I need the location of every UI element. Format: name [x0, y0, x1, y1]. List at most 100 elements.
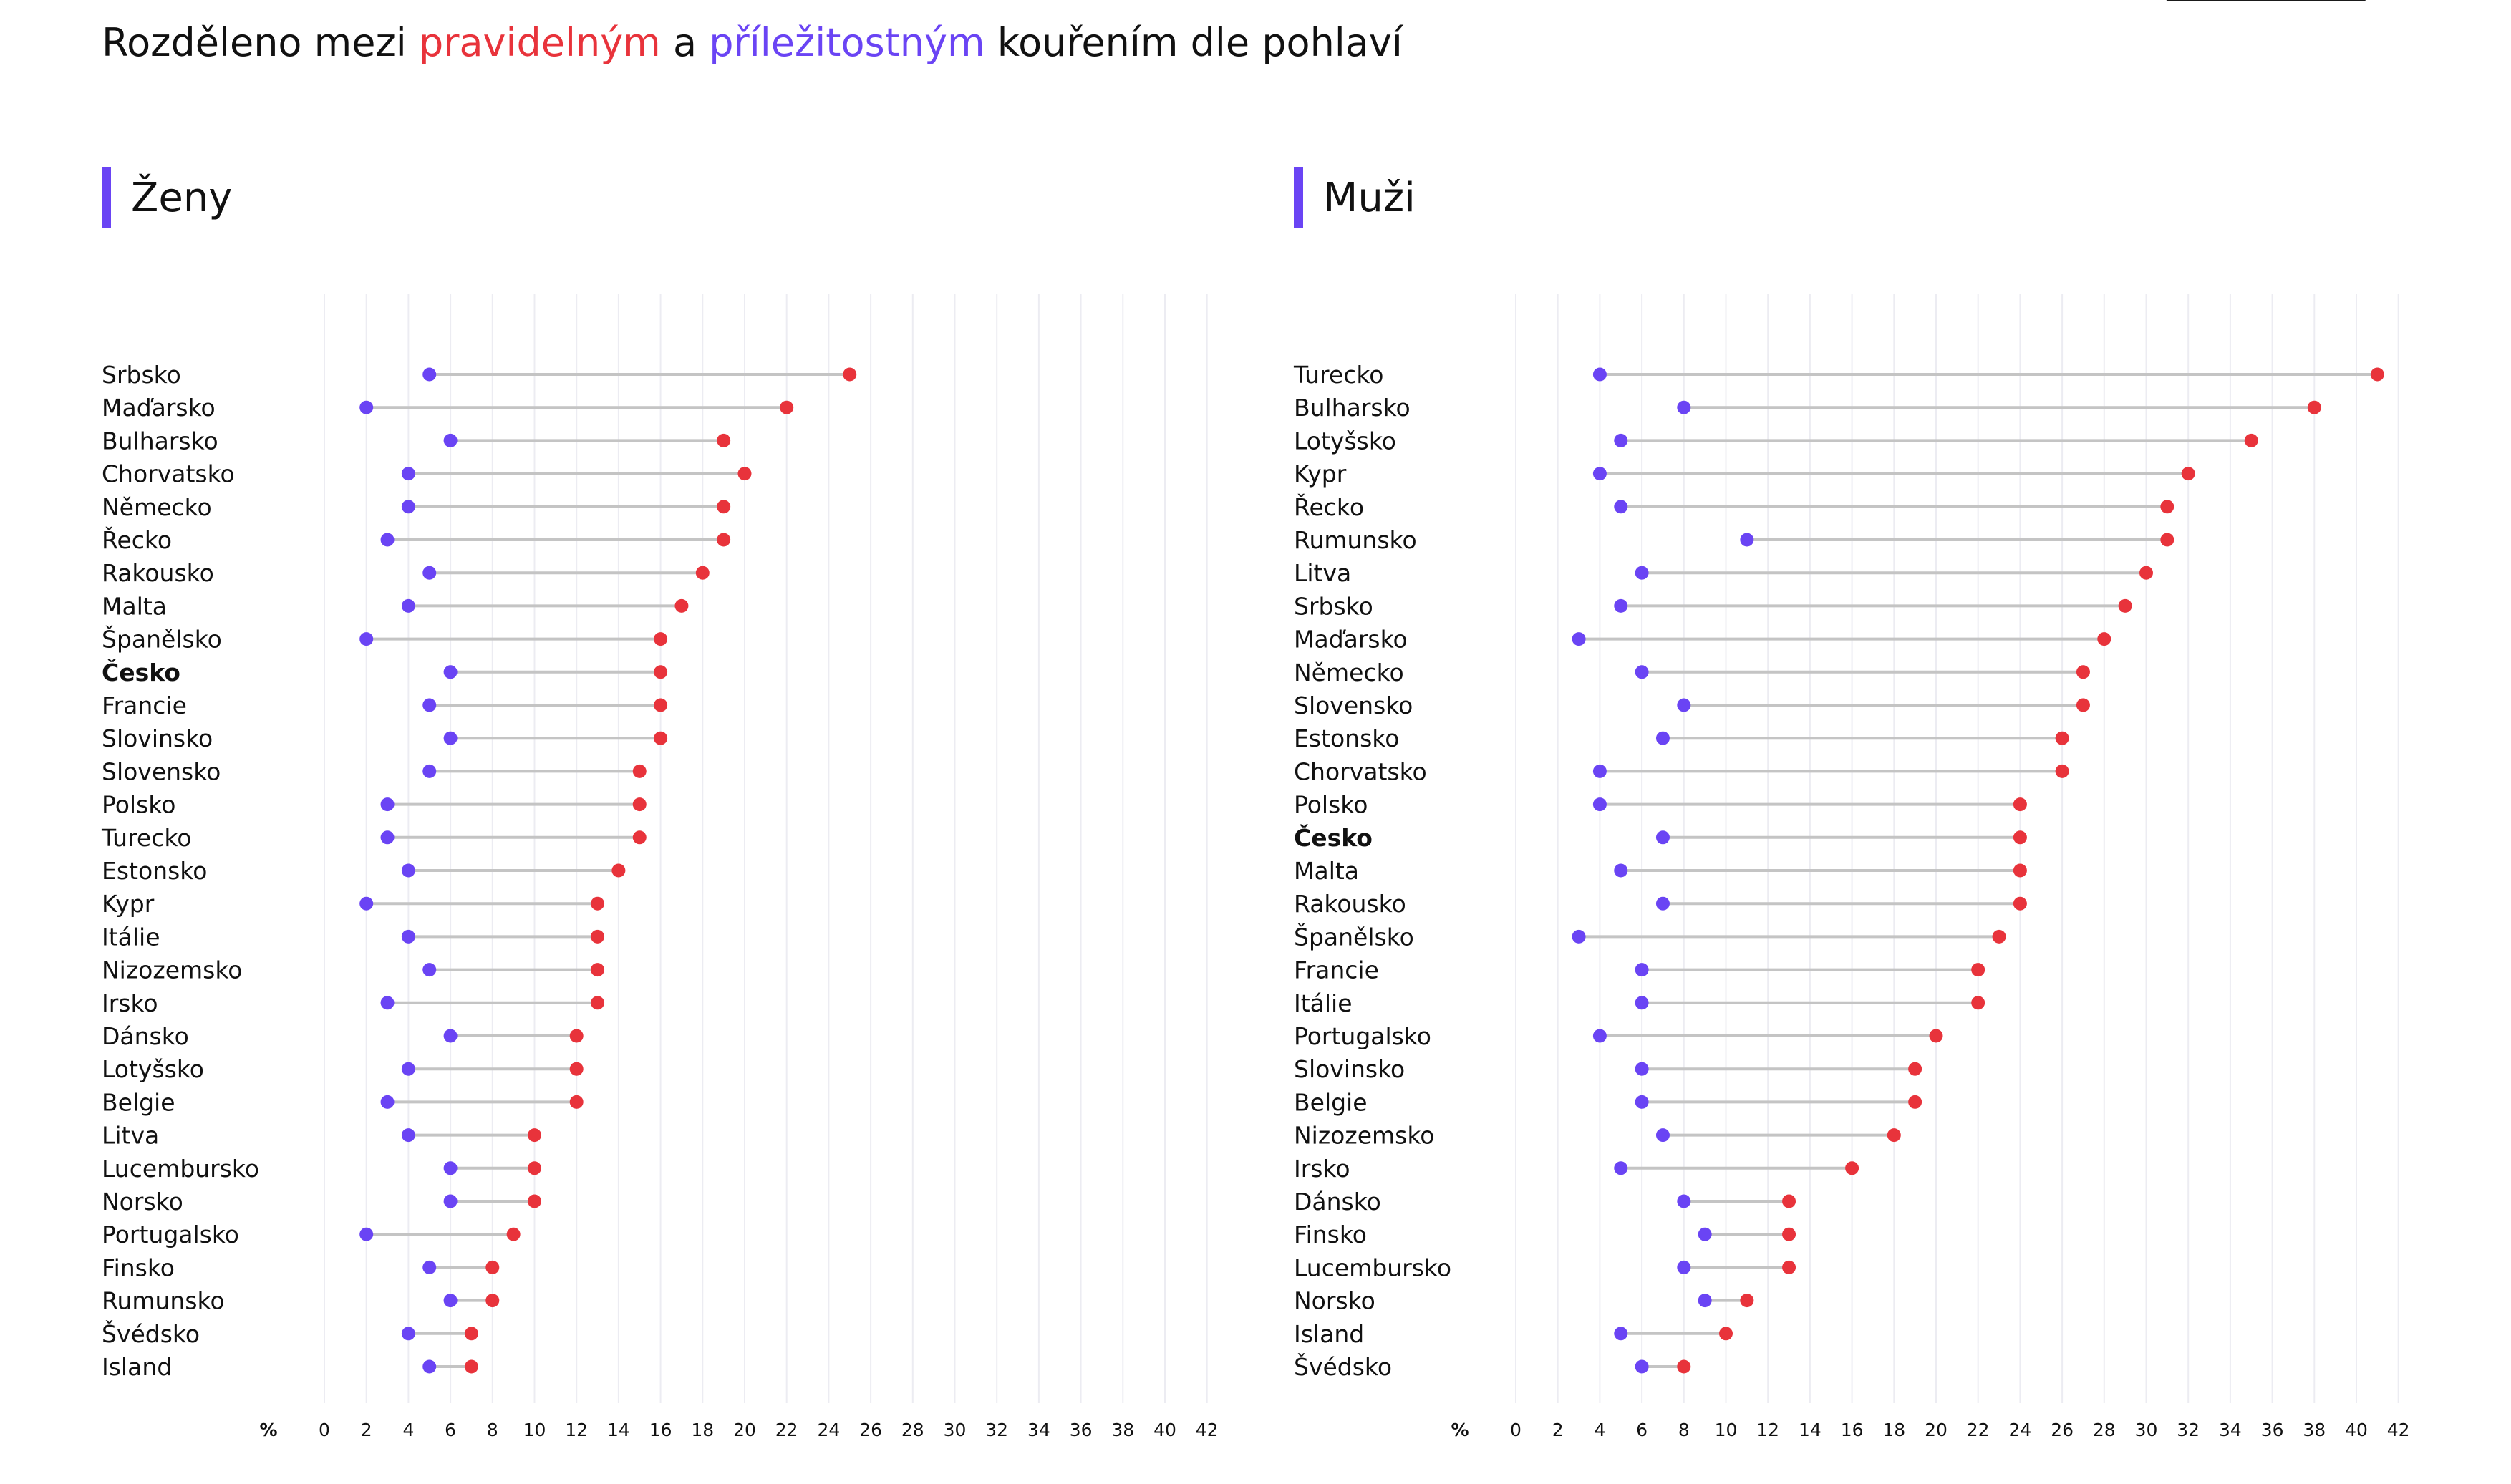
regular-point — [2055, 764, 2069, 778]
country-label: Bulharsko — [102, 427, 218, 455]
country-label: Kypr — [1294, 460, 1347, 488]
x-tick-label: 8 — [1678, 1420, 1690, 1440]
occasional-point — [1635, 963, 1649, 977]
occasional-point — [359, 400, 374, 414]
occasional-point — [422, 1260, 437, 1274]
country-label: Slovensko — [1294, 692, 1413, 719]
x-tick-label: 14 — [1799, 1420, 1821, 1440]
country-label: Německo — [1294, 659, 1404, 687]
country-label: Lotyšsko — [1294, 427, 1396, 455]
occasional-point — [1614, 433, 1628, 447]
regular-point — [843, 367, 857, 382]
regular-point — [1908, 1095, 1922, 1109]
regular-point — [654, 632, 668, 646]
regular-point — [695, 566, 710, 580]
occasional-point — [1614, 598, 1628, 613]
country-label: Dánsko — [102, 1022, 189, 1050]
regular-point — [569, 1095, 584, 1109]
occasional-point — [359, 1227, 374, 1241]
country-label: Chorvatsko — [102, 460, 235, 488]
regular-point — [717, 433, 731, 447]
x-tick-label: 28 — [2093, 1420, 2116, 1440]
regular-point — [1677, 1359, 1691, 1374]
panel-title-women: Ženy — [131, 174, 233, 221]
country-label: Norsko — [1294, 1287, 1375, 1315]
regular-point — [2097, 632, 2111, 646]
country-label: Německo — [102, 493, 212, 521]
regular-point — [569, 1062, 584, 1076]
regular-point — [737, 467, 752, 481]
country-label: Polsko — [1294, 791, 1368, 819]
occasional-point — [1655, 731, 1670, 745]
country-label: Řecko — [102, 525, 172, 554]
occasional-point — [401, 467, 415, 481]
subtitle-occasional-word: příležitostným — [709, 20, 985, 65]
top-button[interactable] — [2162, 0, 2370, 1]
regular-point — [654, 731, 668, 745]
occasional-point — [401, 1128, 415, 1143]
country-label: Lucembursko — [1294, 1253, 1451, 1281]
occasional-point — [1698, 1227, 1712, 1241]
regular-point — [2160, 533, 2174, 547]
country-label: Srbsko — [1294, 592, 1373, 620]
occasional-point — [1655, 896, 1670, 911]
occasional-point — [1635, 1062, 1649, 1076]
regular-point — [2307, 400, 2321, 414]
country-label: Francie — [102, 692, 187, 719]
regular-point — [2055, 731, 2069, 745]
x-tick-label: 18 — [1882, 1420, 1905, 1440]
occasional-point — [380, 1095, 395, 1109]
x-tick-label: 26 — [859, 1420, 882, 1440]
country-label: Švédsko — [102, 1319, 200, 1348]
subtitle-suffix: kouřením dle pohlaví — [984, 20, 1403, 65]
x-tick-label: 10 — [523, 1420, 546, 1440]
regular-point — [1887, 1128, 1901, 1143]
x-tick-label: 40 — [1153, 1420, 1176, 1440]
regular-point — [591, 896, 605, 911]
regular-point — [611, 863, 626, 878]
x-tick-label: 32 — [2177, 1420, 2200, 1440]
country-label: Portugalsko — [1294, 1022, 1431, 1050]
regular-point — [632, 830, 647, 845]
occasional-point — [1655, 1128, 1670, 1143]
regular-point — [1971, 996, 1985, 1010]
regular-point — [2076, 665, 2090, 679]
occasional-point — [1635, 665, 1649, 679]
regular-point — [591, 996, 605, 1010]
regular-point — [591, 963, 605, 977]
regular-point — [1971, 963, 1985, 977]
country-label: Itálie — [102, 923, 160, 951]
country-label: Belgie — [102, 1088, 175, 1116]
regular-point — [569, 1029, 584, 1043]
occasional-point — [1592, 467, 1607, 481]
country-label: Estonsko — [1294, 724, 1399, 752]
occasional-point — [1677, 1260, 1691, 1274]
x-tick-label: 38 — [2303, 1420, 2326, 1440]
x-tick-label: 22 — [775, 1420, 798, 1440]
x-unit-label: % — [1451, 1420, 1469, 1440]
occasional-point — [1655, 830, 1670, 845]
country-label: Litva — [102, 1122, 159, 1150]
country-label: Turecko — [1293, 361, 1383, 389]
regular-point — [2244, 433, 2258, 447]
regular-point — [2139, 566, 2153, 580]
x-tick-label: 26 — [2051, 1420, 2074, 1440]
regular-point — [464, 1359, 478, 1374]
x-tick-label: 0 — [319, 1420, 330, 1440]
regular-point — [654, 665, 668, 679]
regular-point — [528, 1161, 541, 1175]
regular-point — [1929, 1029, 1943, 1043]
country-label: Rakousko — [1294, 890, 1406, 918]
regular-point — [1782, 1227, 1796, 1241]
x-tick-label: 0 — [1510, 1420, 1521, 1440]
occasional-point — [1592, 367, 1607, 382]
x-unit-label: % — [259, 1420, 277, 1440]
x-tick-label: 24 — [2008, 1420, 2031, 1440]
panel-header-men: Muži — [1294, 167, 1416, 228]
country-label: Irsko — [102, 989, 158, 1017]
x-tick-label: 34 — [2219, 1420, 2242, 1440]
x-tick-label: 32 — [985, 1420, 1008, 1440]
country-label: Rakousko — [102, 559, 214, 587]
regular-point — [485, 1260, 500, 1274]
x-tick-label: 8 — [487, 1420, 498, 1440]
